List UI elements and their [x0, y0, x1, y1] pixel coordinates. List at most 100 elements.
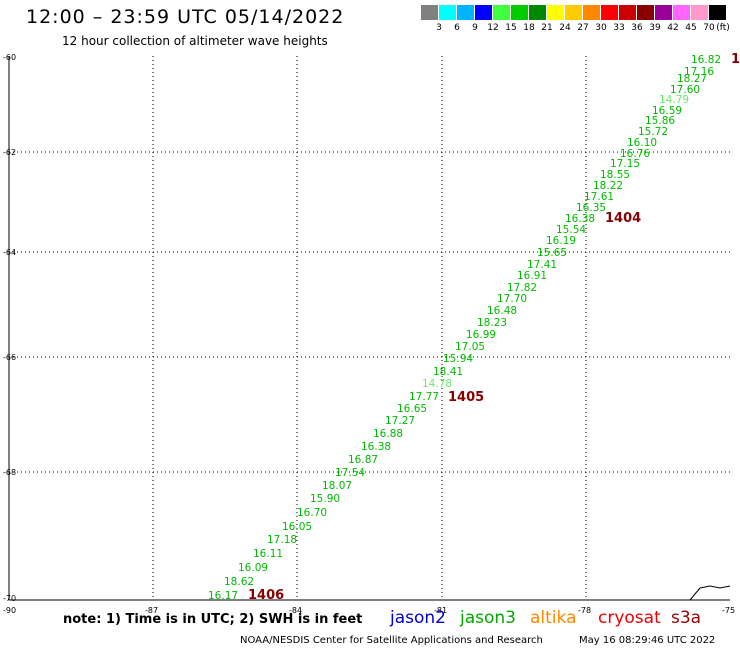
color-swatch [439, 5, 456, 20]
color-swatch [529, 5, 546, 20]
map-frame [8, 56, 730, 601]
swh-value: 18.62 [224, 576, 254, 588]
swh-value: 15.90 [310, 493, 340, 505]
swh-value: 16.65 [397, 403, 427, 415]
color-swatch [457, 5, 474, 20]
footer-timestamp: May 16 08:29:46 UTC 2022 [579, 635, 716, 646]
map-subtitle: 12 hour collection of altimeter wave hei… [62, 34, 328, 48]
scale-label: 12 [487, 23, 499, 33]
swh-value: 17.16 [684, 66, 714, 78]
swh-value: 15.94 [443, 353, 473, 365]
scale-label: 6 [454, 23, 460, 33]
scale-label: 15 [505, 23, 517, 33]
lat-tick-label: -64 [3, 248, 16, 257]
swh-value: 15.65 [537, 247, 567, 259]
swh-value: 18.27 [677, 73, 707, 85]
swh-value: 16.38 [565, 213, 595, 225]
legend-altika: altika [530, 608, 577, 628]
scale-label: 27 [577, 23, 589, 33]
longitude-ticks: -90 -87 -84 -81 -78 -75 [3, 606, 735, 615]
swh-value: 16.82 [691, 54, 721, 66]
swh-value: 15.86 [645, 115, 675, 127]
swh-value: 16.05 [282, 521, 312, 533]
legend-s3a: s3a [671, 608, 702, 628]
swh-value: 16.19 [546, 235, 576, 247]
scale-label: 21 [541, 23, 553, 33]
pass-label: 1 [731, 52, 740, 67]
color-swatch [673, 5, 690, 20]
color-swatch [601, 5, 618, 20]
swh-value: 17.27 [385, 415, 415, 427]
color-swatch [619, 5, 636, 20]
swh-value: 18.41 [433, 366, 463, 378]
color-swatch [475, 5, 492, 20]
swh-value: 14.79 [659, 94, 689, 106]
color-swatch [547, 5, 564, 20]
lon-tick-label: -90 [3, 606, 16, 615]
lat-tick-label: -68 [3, 468, 16, 477]
color-swatch [493, 5, 510, 20]
swh-value: 17.41 [527, 259, 557, 271]
swh-value: 16.48 [487, 305, 517, 317]
swh-value: 16.88 [373, 428, 403, 440]
swh-value: 17.70 [497, 293, 527, 305]
swh-value: 16.99 [466, 329, 496, 341]
swh-value: 16.87 [348, 454, 378, 466]
color-swatch [565, 5, 582, 20]
lat-tick-label: -60 [3, 53, 16, 62]
scale-label: 45 [685, 23, 697, 33]
scale-label: 70 [703, 23, 715, 33]
lat-tick-label: -62 [3, 148, 16, 157]
scale-label: 18 [523, 23, 535, 33]
swh-value: 16.91 [517, 270, 547, 282]
legend-jason2: jason2 [390, 608, 446, 628]
swh-value: 16.59 [652, 105, 682, 117]
swh-value: 17.60 [670, 84, 700, 96]
swh-value: 16.17 [208, 590, 238, 602]
color-swatch [511, 5, 528, 20]
swh-value: 17.54 [335, 467, 365, 479]
scale-label: 33 [613, 23, 625, 33]
lat-tick-label: -70 [3, 594, 16, 603]
lon-tick-label: -87 [145, 606, 158, 615]
swh-value: 16.09 [238, 562, 268, 574]
color-swatch [709, 5, 726, 20]
pass-label: 1406 [248, 588, 284, 603]
color-swatch [637, 5, 654, 20]
units-note: note: 1) Time is in UTC; 2) SWH is in fe… [63, 612, 363, 627]
legend-jason3: jason3 [460, 608, 516, 628]
swh-value: 18.07 [322, 480, 352, 492]
swh-value: 15.72 [638, 126, 668, 138]
swh-value: 18.55 [600, 169, 630, 181]
map-title: 12:00 – 23:59 UTC 05/14/2022 [26, 6, 345, 28]
scale-label: 39 [649, 23, 661, 33]
swh-value: 16.10 [627, 137, 657, 149]
scale-label: 30 [595, 23, 607, 33]
color-swatch [655, 5, 672, 20]
coastline [689, 585, 731, 601]
lon-tick-label: -75 [722, 606, 735, 615]
swh-value: 16.35 [576, 202, 606, 214]
legend-cryosat: cryosat [598, 608, 661, 628]
swh-value: 18.23 [477, 317, 507, 329]
grid-lines [9, 56, 730, 600]
scale-label: 42 [667, 23, 679, 33]
wave-height-values: 16.82 17.16 18.27 17.60 14.79 16.59 15.8… [208, 54, 721, 602]
swh-value: 14.78 [422, 378, 452, 390]
scale-label: 9 [472, 23, 478, 33]
swh-value: 16.38 [361, 441, 391, 453]
color-swatch [421, 5, 438, 20]
lon-tick-label: -84 [289, 606, 302, 615]
swh-value: 17.77 [409, 391, 439, 403]
swh-value: 18.22 [593, 180, 623, 192]
scale-unit: (ft) [716, 23, 730, 33]
swh-value: 17.15 [610, 158, 640, 170]
lon-tick-label: -78 [578, 606, 591, 615]
lat-tick-label: -66 [3, 353, 16, 362]
swh-value: 17.61 [584, 191, 614, 203]
scale-label: 24 [559, 23, 571, 33]
swh-value: 15.54 [556, 224, 586, 236]
color-swatch [583, 5, 600, 20]
swh-value: 17.82 [507, 282, 537, 294]
